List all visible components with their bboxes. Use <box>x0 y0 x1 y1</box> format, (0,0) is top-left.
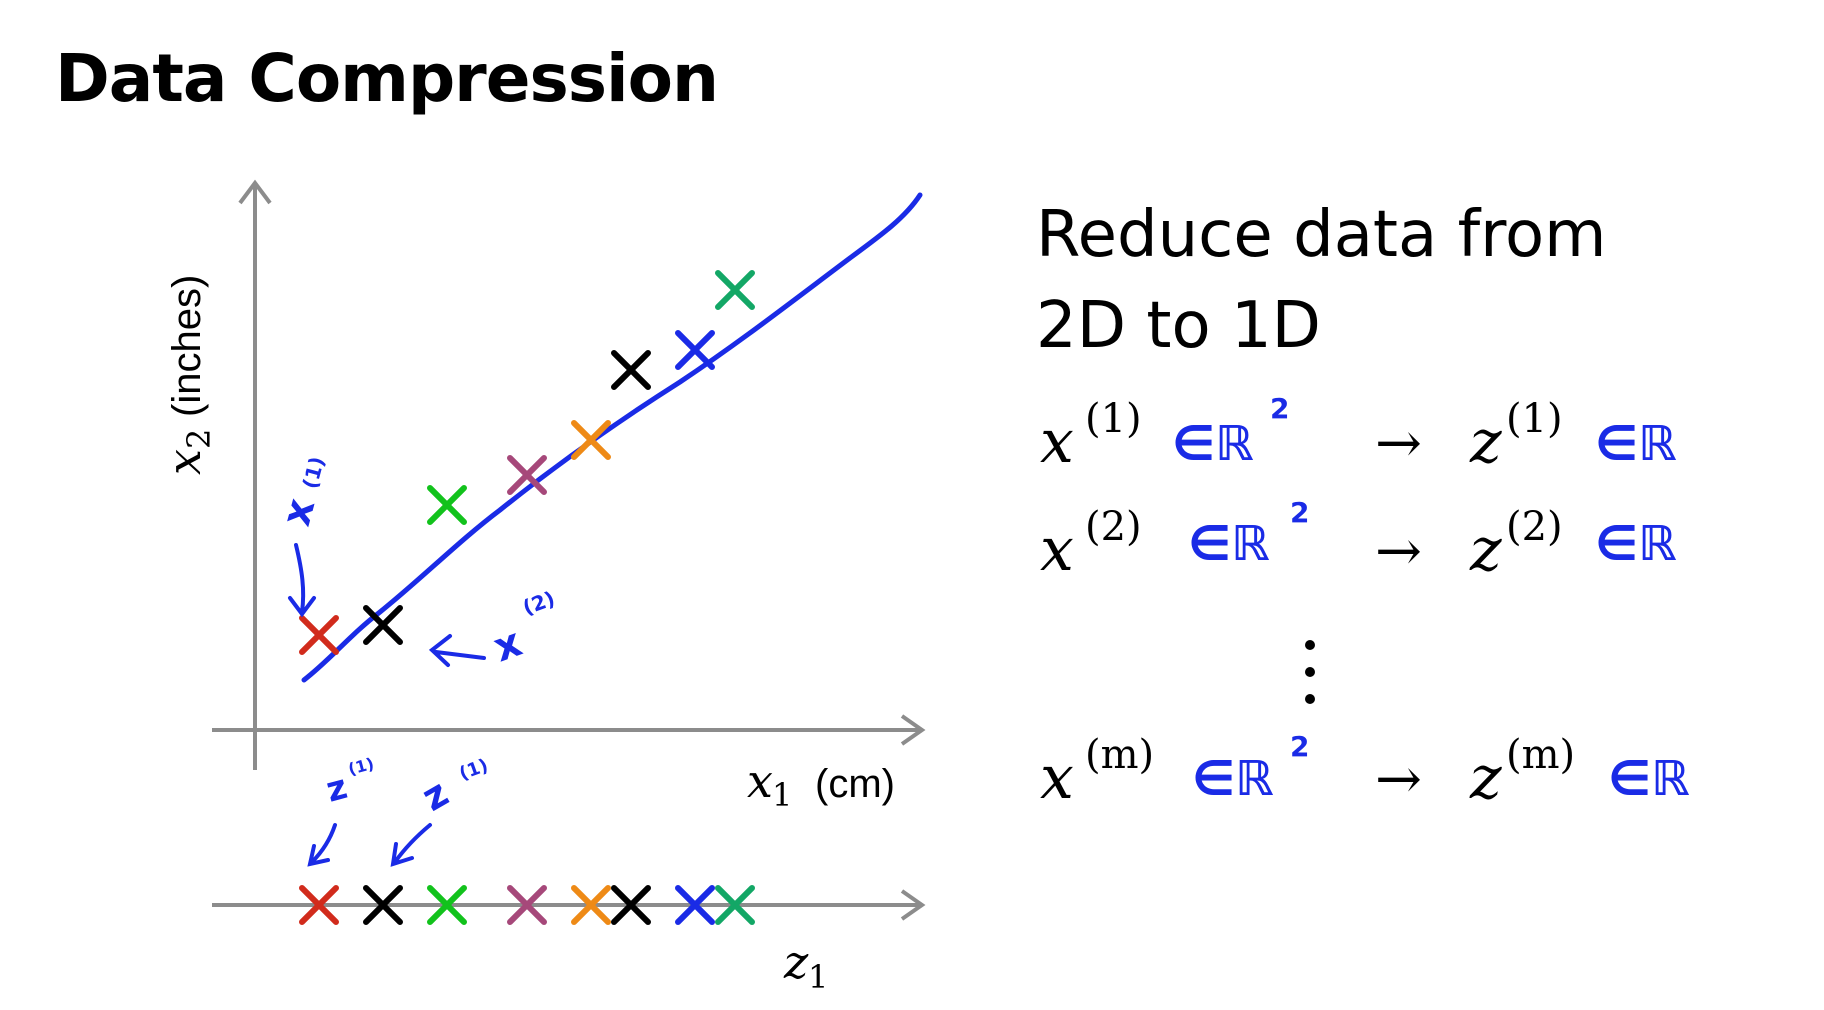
annotation-z1: z (1) <box>307 754 376 867</box>
mapping-z: z <box>1469 515 1502 585</box>
annotation-z2-sup: (1) <box>457 755 491 785</box>
x-axis-sub: 1 <box>772 776 792 814</box>
annotation-x2: x (2) <box>428 586 558 671</box>
z-axis-arrowhead <box>900 889 926 921</box>
data-point-p7 <box>675 330 715 370</box>
mapping-x-sup: (m) <box>1085 732 1154 778</box>
projected-point-p4 <box>507 885 547 925</box>
mapping-x: x <box>1040 743 1074 813</box>
projected-point-p3 <box>427 885 467 925</box>
mapping-in-z: ∈ℝ <box>1595 516 1677 572</box>
data-points-1d <box>299 885 755 925</box>
data-point-p1 <box>299 615 339 655</box>
mapping-row-2: x (2) ∈ℝ 2 → z (2) ∈ℝ <box>1040 496 1677 585</box>
annotation-x1-label: x <box>273 494 324 531</box>
mapping-in-x-sup: 2 <box>1270 392 1289 425</box>
data-point-p8 <box>715 270 755 310</box>
projected-point-p6 <box>611 885 651 925</box>
data-point-p5 <box>571 420 611 460</box>
projected-point-p8 <box>715 885 755 925</box>
mapping-x: x <box>1040 407 1074 477</box>
annotation-x1-arrow <box>288 543 316 618</box>
annotation-z1-arrow <box>307 823 337 867</box>
annotation-z1-sup: (1) <box>346 754 376 779</box>
y-axis-var: x <box>157 449 211 475</box>
annotation-x2-sup: (2) <box>520 586 558 620</box>
mapping-list: x (1) ∈ℝ 2 → z (1) ∈ℝ x (2) ∈ℝ 2 → z (2)… <box>1040 392 1690 813</box>
y-axis-unit: (inches) <box>165 275 209 417</box>
slide-title: Data Compression <box>55 40 719 117</box>
mapping-z-sup: (2) <box>1506 504 1563 550</box>
x-axis-arrowhead <box>900 714 926 746</box>
annotation-x2-arrow <box>428 634 486 667</box>
mapping-row-1: x (1) ∈ℝ 2 → z (1) ∈ℝ <box>1040 392 1677 477</box>
mapping-x-sup: (1) <box>1085 396 1142 442</box>
mapping-in-z: ∈ℝ <box>1595 416 1677 472</box>
annotation-z1-label: z <box>322 767 351 811</box>
mapping-arrow: → <box>1375 519 1422 584</box>
y-axis-label: x 2 (inches) <box>157 275 218 475</box>
annotation-z2: z (1) <box>390 755 491 867</box>
mapping-z-sup: (1) <box>1506 396 1563 442</box>
projected-point-p1 <box>299 885 339 925</box>
description-line-1: Reduce data from <box>1036 198 1607 272</box>
data-point-p2 <box>363 605 403 645</box>
projection-line <box>301 192 923 683</box>
y-axis-arrowhead <box>238 179 272 205</box>
mapping-z: z <box>1469 743 1502 813</box>
data-points-2d <box>299 270 755 655</box>
projected-point-p5 <box>571 885 611 925</box>
mapping-in-x: ∈ℝ <box>1192 751 1274 807</box>
annotation-x1: x (1) <box>273 454 330 618</box>
vertical-ellipsis <box>1305 640 1315 704</box>
y-axis-sub: 2 <box>180 429 218 449</box>
x-axis-label: x 1 (cm) <box>747 754 895 814</box>
mapping-x: x <box>1040 515 1074 585</box>
mapping-z-sup: (m) <box>1506 732 1575 778</box>
annotation-x2-label: x <box>488 619 528 671</box>
mapping-arrow: → <box>1375 747 1422 812</box>
projected-point-p2 <box>363 885 403 925</box>
z-axis-sub: 1 <box>808 958 828 996</box>
mapping-row-m: x (m) ∈ℝ 2 → z (m) ∈ℝ <box>1040 730 1690 813</box>
mapping-in-x-sup: 2 <box>1290 496 1309 529</box>
x-axis-unit: (cm) <box>815 762 895 806</box>
x-axis-var: x <box>747 754 773 808</box>
description-line-2: 2D to 1D <box>1036 289 1321 363</box>
data-point-p4 <box>507 455 547 495</box>
mapping-in-x: ∈ℝ <box>1172 416 1254 472</box>
projected-point-p7 <box>675 885 715 925</box>
mapping-in-z: ∈ℝ <box>1608 751 1690 807</box>
mapping-arrow: → <box>1375 411 1422 476</box>
z-axis-var: z <box>783 935 809 989</box>
data-point-p6 <box>611 350 651 390</box>
data-point-p3 <box>427 485 467 525</box>
z-axis-label: z 1 <box>783 935 828 996</box>
mapping-in-x-sup: 2 <box>1290 730 1309 763</box>
mapping-x-sup: (2) <box>1085 504 1142 550</box>
mapping-z: z <box>1469 407 1502 477</box>
annotation-x1-sup: (1) <box>298 454 330 491</box>
annotation-z2-arrow <box>390 823 432 867</box>
annotation-z2-label: z <box>415 771 456 820</box>
mapping-in-x: ∈ℝ <box>1188 516 1270 572</box>
